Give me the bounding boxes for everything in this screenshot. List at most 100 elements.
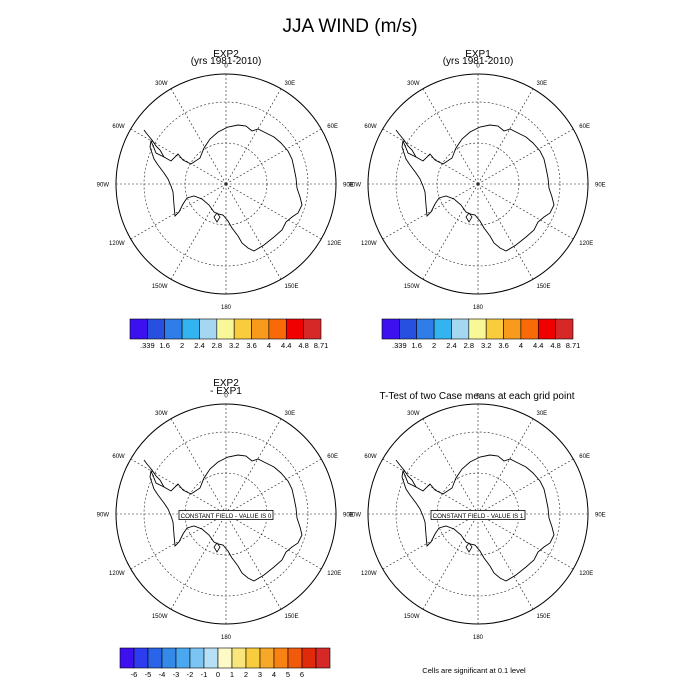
longitude-label: 60E <box>327 454 338 460</box>
colorbar-tick-label: 3.2 <box>229 341 239 350</box>
meridian-gridline <box>422 418 479 515</box>
colorbar-swatch <box>216 318 235 340</box>
longitude-label: 30E <box>285 411 296 417</box>
polar-map-diff: 0 30E 60E 90E 120E 150E 180 150W 120W 90W 60W 30W CO… <box>97 394 354 642</box>
colorbar-tick-label: 2.4 <box>194 341 204 350</box>
longitude-label: 120E <box>327 241 341 247</box>
colorbar-swatch <box>147 318 166 340</box>
colorbar-swatch <box>451 318 470 340</box>
colorbar-swatch <box>133 647 149 669</box>
antarctic-peninsula <box>143 129 165 158</box>
meridian-gridline <box>225 513 322 570</box>
antarctic-peninsula <box>143 459 165 488</box>
panel-exp2-title: EXP2 (yrs 1981-2010) <box>191 49 262 67</box>
latitude-gridline <box>143 101 309 267</box>
colorbar-tick-label: 6 <box>300 670 304 679</box>
map-boundary <box>115 403 337 625</box>
longitude-label: 120W <box>361 571 377 577</box>
longitude-label: 150E <box>285 614 299 620</box>
coastal-island <box>465 542 473 553</box>
colorbar-tick-label: 2.8 <box>464 341 474 350</box>
antarctica-coastline <box>149 124 303 252</box>
meridian-gridline <box>170 183 227 280</box>
colorbar-tick-label: 2.8 <box>212 341 222 350</box>
colorbar-tick-label: 4.4 <box>533 341 543 350</box>
colorbar-swatch <box>303 318 322 340</box>
colorbar-swatch <box>485 318 504 340</box>
longitude-label: 150E <box>537 614 551 620</box>
colorbar-tick-label: 4 <box>267 341 271 350</box>
colorbar-exp2: .339 1.6 2 2.4 2.8 3.2 3.6 4 4.4 4.8 8.71 <box>129 318 328 350</box>
meridian-gridline <box>422 88 479 185</box>
constant-field-box <box>178 510 274 520</box>
colorbar-swatch <box>259 647 275 669</box>
colorbar-swatch <box>175 647 191 669</box>
colorbar-tick-label: -1 <box>201 670 208 679</box>
longitude-label: 180 <box>221 635 232 641</box>
longitude-label: 90W <box>349 513 362 519</box>
longitude-label: 150W <box>404 614 420 620</box>
longitude-label: 60W <box>112 124 125 130</box>
colorbar-swatch <box>203 647 219 669</box>
colorbar-swatch <box>199 318 218 340</box>
colorbar-tick-label: -6 <box>131 670 138 679</box>
meridian-gridline <box>130 183 227 240</box>
colorbar-swatch <box>301 647 317 669</box>
latitude-gridline <box>395 101 561 267</box>
map-boundary <box>115 73 337 295</box>
colorbar-swatch <box>273 647 289 669</box>
panel-exp1-title-line1: EXP1 <box>465 49 491 60</box>
polar-map-exp1: 0 30E 60E 90E 120E 150E 180 150W 120W 90W 60W 30W <box>349 64 606 312</box>
meridian-gridline <box>225 183 322 240</box>
antarctic-peninsula <box>395 459 417 488</box>
colorbar-diff: -6 -5 -4 -3 -2 -1 0 1 2 3 4 5 6 <box>119 647 331 679</box>
colorbar-tick-label: 3.2 <box>481 341 491 350</box>
panel-exp1-title-line2: (yrs 1981-2010) <box>443 56 514 67</box>
colorbar-tick-label: 2 <box>180 341 184 350</box>
significance-footnote: Cells are significant at 0.1 level <box>422 666 526 675</box>
longitude-label: 120E <box>579 571 593 577</box>
colorbar-swatch <box>287 647 303 669</box>
longitude-label: 180 <box>473 635 484 641</box>
panel-diff-title: EXP2 - EXP1 <box>210 378 242 397</box>
latitude-gridline <box>143 431 309 597</box>
colorbar-swatch <box>251 318 270 340</box>
colorbar-tick-label: 3 <box>258 670 262 679</box>
longitude-label: 90W <box>97 183 110 189</box>
colorbar-tick-label: -4 <box>159 670 166 679</box>
colorbar-swatch <box>181 318 200 340</box>
meridian-gridline <box>382 183 479 240</box>
colorbar-tick-label: -2 <box>187 670 194 679</box>
colorbar-swatch <box>285 318 304 340</box>
colorbar-swatch <box>416 318 435 340</box>
meridian-gridline <box>477 183 574 240</box>
colorbar-tick-label: 4.4 <box>281 341 291 350</box>
longitude-label: 180 <box>221 305 232 311</box>
colorbar-swatch <box>315 647 331 669</box>
longitude-label: 90E <box>595 513 606 519</box>
antarctica-coastline <box>401 124 555 252</box>
longitude-label: 150E <box>537 284 551 290</box>
colorbar-tick-label: 4 <box>272 670 276 679</box>
longitude-label: 30W <box>407 411 420 417</box>
longitude-label: 150E <box>285 284 299 290</box>
main-title: JJA WIND (m/s) <box>282 16 417 37</box>
antarctica-coastline <box>149 454 303 582</box>
panel-diff-title-line1: EXP2 <box>213 378 239 389</box>
colorbar-tick-label: 2.4 <box>446 341 456 350</box>
coastal-island <box>465 212 473 223</box>
colorbar-swatch <box>503 318 522 340</box>
colorbar-exp1: .339 1.6 2 2.4 2.8 3.2 3.6 4 4.4 4.8 8.71 <box>381 318 580 350</box>
longitude-label: 60E <box>327 124 338 130</box>
colorbar-tick-label: 1.6 <box>412 341 422 350</box>
colorbar-tick-label: 4 <box>519 341 523 350</box>
colorbar-tick-label: 1 <box>230 670 234 679</box>
colorbar-swatch <box>119 647 135 669</box>
antarctica-coastline <box>401 454 555 582</box>
longitude-label: 30W <box>155 81 168 87</box>
colorbar-swatch <box>520 318 539 340</box>
longitude-label: 90W <box>349 183 362 189</box>
colorbar-tick-label: -5 <box>145 670 152 679</box>
meridian-gridline <box>130 513 227 570</box>
